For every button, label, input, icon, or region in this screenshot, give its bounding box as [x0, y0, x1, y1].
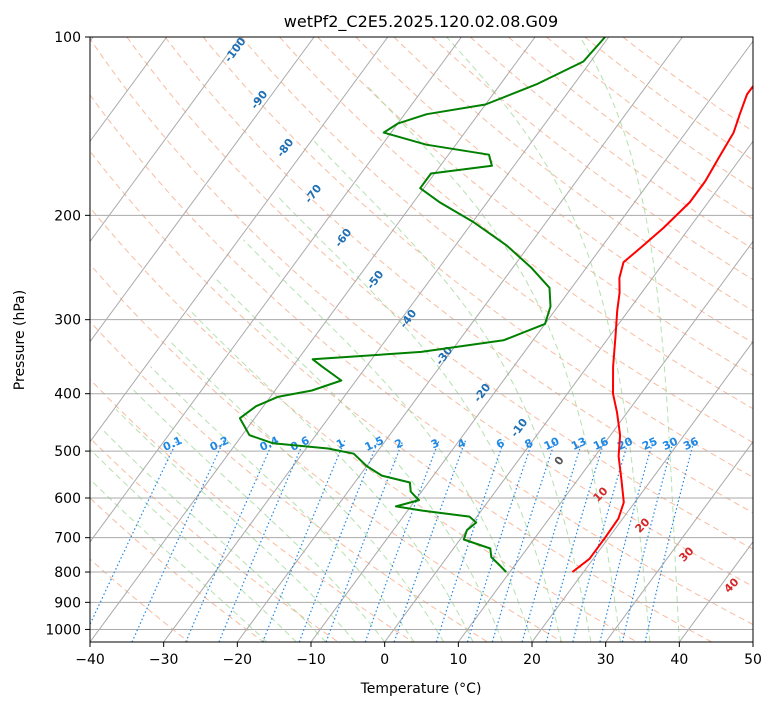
mixing-ratio-label: 10: [542, 435, 562, 453]
dry-adiabat-line: [393, 37, 753, 312]
y-tick-label: 1000: [45, 622, 81, 638]
mixing-ratio-line: [466, 440, 534, 642]
mixing-ratio-label: 36: [681, 435, 701, 453]
mixing-ratio-label: 16: [591, 435, 611, 453]
x-tick-label: −10: [296, 652, 326, 668]
y-tick-label: 100: [54, 30, 81, 46]
mixing-ratio-line: [621, 440, 675, 642]
isotherm-line: [90, 37, 462, 543]
x-tick-label: 40: [670, 652, 688, 668]
x-tick-label: 10: [449, 652, 467, 668]
moist-adiabat-line: [102, 429, 327, 642]
isotherm-line: [90, 37, 168, 143]
chart-title: wetPf2_C2E5.2025.120.02.08.G09: [284, 12, 558, 32]
dry-adiabat-line: [164, 37, 753, 514]
x-tick-label: −40: [75, 652, 105, 668]
y-tick-label: 900: [54, 595, 81, 611]
y-axis: 100 200 300 400 500 600 700 800 900 1000: [45, 30, 90, 638]
moist-adiabat-line: [115, 408, 356, 642]
temperature-profile-line: [571, 84, 753, 573]
isotherm-line: [310, 40, 753, 642]
moist-adiabat-line: [168, 339, 445, 642]
mixing-ratio-line: [572, 440, 630, 642]
plot-frame: [89, 36, 754, 643]
x-tick-label: −30: [149, 652, 179, 668]
isotherm-line: [90, 37, 315, 343]
dewpoint-profile-line: [238, 37, 606, 573]
isotherm-line: [163, 37, 610, 642]
mixing-ratio-line: [185, 440, 275, 642]
moist-adiabat-line: [446, 37, 651, 642]
y-tick-label: 500: [54, 444, 81, 460]
dry-adiabat-line: [279, 37, 753, 410]
moist-adiabat-line: [130, 386, 386, 642]
dry-adiabat-line: [546, 37, 753, 190]
mixing-ratio-line: [545, 440, 605, 642]
y-tick-label: 400: [54, 387, 81, 403]
dry-adiabat-line: [90, 150, 712, 642]
moist-adiabat-line: [189, 310, 474, 642]
mixing-ratio-label: 30: [661, 435, 681, 453]
moist-adiabat-line: [90, 478, 268, 642]
mixing-ratio-label: 13: [569, 435, 588, 453]
dry-adiabat-line: [202, 37, 753, 478]
dry-adiabat-line: [90, 94, 753, 626]
dry-adiabat-line: [90, 263, 563, 642]
mixing-ratio-line: [218, 440, 305, 642]
dry-adiabat-line: [508, 37, 753, 220]
dry-adiabat-line: [90, 497, 264, 642]
y-tick-label: 700: [54, 531, 81, 547]
isotherm-line: [605, 440, 753, 642]
isotherm-line: [90, 37, 389, 443]
mixing-ratio-line: [644, 440, 695, 642]
isobar-gridlines: [90, 37, 753, 630]
x-tick-label: 20: [523, 652, 541, 668]
x-tick-label: 50: [744, 652, 762, 668]
y-tick-label: 200: [54, 208, 81, 224]
x-tick-label: −20: [223, 652, 253, 668]
isotherm-line: [457, 240, 753, 642]
y-tick-label: 300: [54, 313, 81, 329]
dry-adiabat-line: [241, 37, 753, 444]
dry-adiabat-line: [317, 37, 753, 376]
mixing-ratio-line: [599, 440, 654, 642]
moist-adiabat-line: [364, 83, 621, 642]
sounding-series: [238, 37, 753, 573]
mixing-ratio-label: 25: [640, 435, 659, 453]
isotherm-lines: [90, 37, 753, 642]
x-axis-label: Temperature (°C): [360, 681, 482, 697]
isotherm-line: [236, 37, 683, 642]
dry-adiabat-line: [90, 437, 339, 642]
x-tick-label: 0: [380, 652, 389, 668]
mixing-ratio-line: [521, 440, 583, 642]
dry-adiabat-line: [431, 37, 753, 281]
moist-adiabat-line: [150, 366, 415, 642]
mixing-ratio-line: [131, 440, 225, 642]
isotherm-line: [90, 37, 241, 243]
isotherm-line: [90, 37, 536, 642]
moist-adiabat-line: [579, 37, 680, 642]
y-tick-label: 800: [54, 565, 81, 581]
x-tick-label: 30: [597, 652, 615, 668]
isotherm-line: [384, 140, 753, 642]
moist-adiabat-line: [276, 194, 562, 642]
x-axis: −40 −30 −20 −10 0 10 20 30 40 50: [75, 642, 762, 668]
plot-area: 0.1 0.2 0.4 0.6 1 1.5 2 3 4 6 8 10 13 16 20 25 30 36-100-…: [90, 37, 753, 642]
mixing-ratio-line: [491, 440, 556, 642]
isotherm-line: [531, 340, 753, 642]
mixing-ratio-lines: [90, 440, 695, 642]
mixing-ratio-line: [393, 440, 467, 642]
y-axis-label: Pressure (hPa): [12, 290, 28, 390]
y-tick-label: 600: [54, 491, 81, 507]
mixing-ratio-line: [364, 440, 440, 642]
